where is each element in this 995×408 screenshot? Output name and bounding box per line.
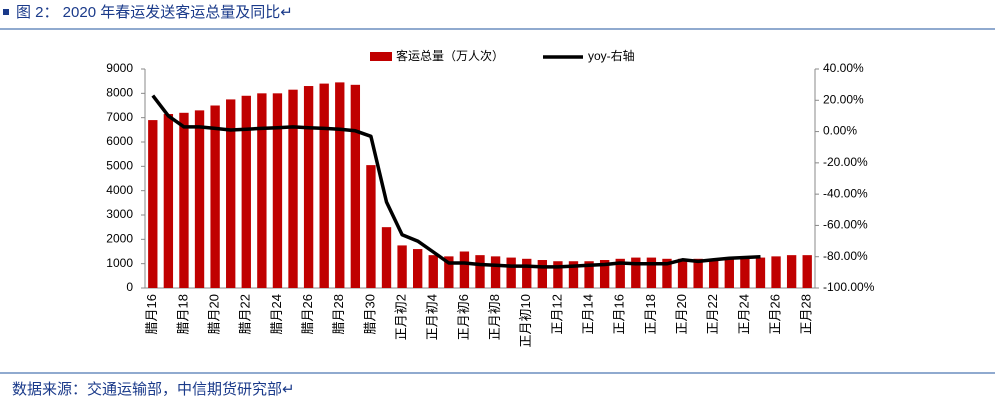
x-tick-label: 正月24 [736,294,751,334]
y2-tick-label: -60.00% [823,218,868,232]
bar [288,89,298,288]
bar [786,255,797,288]
bar [724,257,734,288]
x-tick-label: 正月14 [581,294,596,334]
bar [366,165,376,288]
y2-tick-label: -40.00% [823,186,868,200]
bar [459,251,470,288]
y2-tick-label: -20.00% [823,155,868,169]
x-tick-label: 正月26 [767,294,782,334]
y-tick-label: 8000 [106,86,133,100]
figure-title: 图 2： 2020 年春运发送客运总量及同比↵ [16,4,293,21]
y-tick-label: 0 [126,280,133,294]
x-tick-label: 正月28 [799,294,814,334]
bar [381,227,392,288]
bar [397,245,407,288]
x-tick-label: 正月初4 [425,294,440,340]
y-tick-label: 3000 [106,207,133,221]
bar [428,255,438,288]
y-tick-label: 7000 [106,110,133,124]
bar [335,82,345,288]
x-tick-label: 腊月20 [207,294,222,334]
bar [506,257,516,288]
bar [802,255,812,288]
legend-label: yoy-右轴 [588,48,635,63]
x-tick-label: 腊月26 [300,294,315,334]
bar [319,83,329,288]
legend-label: 客运总量（万人次） [396,48,504,63]
bar [350,84,361,288]
y2-tick-label: -100.00% [823,280,875,294]
y2-tick-label: 0.00% [823,124,857,138]
bar [148,120,158,288]
bar [272,93,283,288]
bar [755,257,766,288]
bar [709,258,719,288]
bar [631,257,641,288]
bar [241,95,251,289]
x-tick-label: 腊月28 [331,294,346,334]
y-tick-label: 1000 [106,256,133,270]
y-tick-label: 6000 [106,134,133,148]
bar [475,255,485,288]
bar [553,261,563,288]
bar [615,258,625,288]
bar [444,256,454,288]
bar [584,261,594,288]
bar [413,249,423,288]
bar [568,261,579,288]
bar [210,105,220,288]
bar [226,99,236,289]
legend-swatch [370,52,392,61]
y-tick-label: 4000 [106,183,133,197]
x-tick-label: 正月18 [643,294,658,334]
x-tick-label: 腊月30 [362,294,377,334]
bar [179,112,189,288]
x-tick-label: 正月初2 [394,294,409,340]
bar [537,260,547,288]
bar [771,256,781,288]
yoy-line [151,94,761,269]
bar [194,110,205,288]
bar [490,256,501,288]
bar [163,114,174,289]
y2-tick-label: 20.00% [823,92,864,106]
x-tick-label: 正月22 [705,294,720,334]
bar [599,260,610,288]
x-tick-label: 腊月18 [175,294,190,334]
bar [257,93,267,288]
bar [740,257,750,288]
bar [303,86,314,289]
y-tick-label: 2000 [106,232,133,246]
bullet [3,9,9,15]
x-tick-label: 腊月16 [144,294,159,334]
y2-tick-label: 40.00% [823,61,864,75]
bar [522,258,532,288]
x-tick-label: 腊月22 [238,294,253,334]
bar [646,257,657,288]
y-tick-label: 9000 [106,61,133,75]
bar [662,258,672,288]
x-tick-label: 正月初10 [518,294,533,347]
x-tick-label: 腊月24 [269,294,284,334]
x-tick-label: 正月初6 [456,294,471,340]
y-tick-label: 5000 [106,159,133,173]
x-tick-label: 正月12 [549,294,564,334]
x-tick-label: 正月20 [674,294,689,334]
x-tick-label: 正月初8 [487,294,502,340]
y2-tick-label: -80.00% [823,249,868,263]
bar [677,258,688,288]
bar [693,258,703,288]
source-note: 数据来源：交通运输部，中信期货研究部↵ [12,380,295,398]
x-tick-label: 正月16 [612,294,627,334]
